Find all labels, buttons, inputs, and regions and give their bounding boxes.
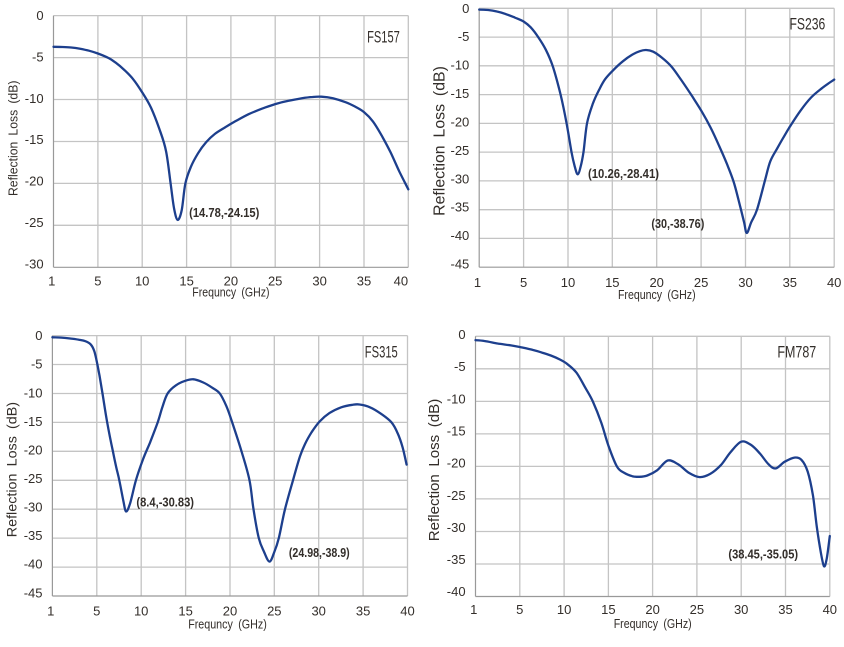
svg-text:-10: -10 [451,58,470,73]
svg-text:-25: -25 [447,488,466,503]
svg-text:-5: -5 [454,359,466,374]
svg-text:-10: -10 [24,385,43,400]
svg-text:-10: -10 [447,391,466,406]
svg-text:Reflection Loss (dB): Reflection Loss (dB) [3,402,19,537]
svg-text:(14.78,-24.15): (14.78,-24.15) [189,205,259,220]
svg-text:-25: -25 [25,215,44,230]
svg-text:40: 40 [827,275,841,290]
svg-text:-30: -30 [447,520,466,535]
svg-text:30: 30 [734,602,748,617]
svg-text:30: 30 [738,275,752,290]
svg-text:15: 15 [605,275,619,290]
svg-text:1: 1 [47,603,54,618]
svg-text:35: 35 [356,603,370,618]
svg-text:-10: -10 [25,91,44,106]
svg-text:-35: -35 [447,552,466,567]
svg-text:-20: -20 [447,456,466,471]
svg-text:30: 30 [312,273,326,288]
svg-text:0: 0 [36,8,43,23]
svg-text:-25: -25 [24,471,43,486]
svg-text:-20: -20 [25,174,44,189]
svg-text:10: 10 [135,273,149,288]
svg-text:(38.45,-35.05): (38.45,-35.05) [728,546,798,561]
svg-text:Frequncy (GHz): Frequncy (GHz) [618,288,696,302]
svg-text:15: 15 [179,273,193,288]
svg-text:40: 40 [823,602,837,617]
svg-text:FM787: FM787 [777,344,816,362]
svg-text:25: 25 [694,275,708,290]
svg-text:-40: -40 [447,584,466,599]
svg-text:-35: -35 [24,528,43,543]
svg-text:1: 1 [48,273,55,288]
svg-text:35: 35 [778,602,792,617]
svg-text:35: 35 [357,273,371,288]
svg-text:35: 35 [783,275,797,290]
svg-text:20: 20 [649,275,663,290]
svg-text:10: 10 [134,603,148,618]
svg-text:0: 0 [458,327,465,342]
svg-text:10: 10 [561,275,575,290]
svg-text:0: 0 [462,1,469,16]
svg-text:-15: -15 [24,414,43,429]
svg-text:-20: -20 [451,114,470,129]
svg-text:-20: -20 [24,442,43,457]
svg-text:25: 25 [267,603,281,618]
svg-text:40: 40 [400,603,414,618]
svg-text:15: 15 [601,602,615,617]
svg-text:-5: -5 [458,29,470,44]
svg-text:25: 25 [690,602,704,617]
svg-text:-30: -30 [25,256,44,271]
svg-text:5: 5 [520,275,527,290]
svg-text:1: 1 [470,602,477,617]
svg-text:15: 15 [178,603,192,618]
svg-text:5: 5 [94,273,101,288]
svg-text:Frequncy (GHz): Frequncy (GHz) [188,617,267,631]
svg-text:-30: -30 [24,500,43,515]
svg-text:Reflection Loss (dB): Reflection Loss (dB) [7,81,21,197]
svg-text:0: 0 [35,328,42,343]
svg-text:30: 30 [311,603,325,618]
svg-text:(10.26,-28.41): (10.26,-28.41) [588,166,659,181]
svg-text:20: 20 [645,602,659,617]
svg-text:-40: -40 [451,228,470,243]
svg-text:-45: -45 [451,257,470,272]
svg-text:FS157: FS157 [367,28,400,46]
svg-text:Reflection Loss (dB): Reflection Loss (dB) [427,399,443,542]
svg-text:(8.4,-30.83): (8.4,-30.83) [136,494,194,509]
svg-text:-15: -15 [447,423,466,438]
svg-text:40: 40 [394,273,408,288]
svg-text:FS315: FS315 [365,343,398,361]
svg-text:-15: -15 [451,86,470,101]
svg-text:Frequncy (GHz): Frequncy (GHz) [614,617,692,631]
svg-text:10: 10 [557,602,571,617]
svg-text:FS236: FS236 [790,15,826,33]
svg-text:-45: -45 [24,585,43,600]
svg-text:-15: -15 [25,132,44,147]
svg-text:(24.98,-38.9): (24.98,-38.9) [289,545,350,560]
svg-text:-35: -35 [451,200,470,215]
svg-text:-25: -25 [451,143,470,158]
svg-text:-30: -30 [451,171,470,186]
svg-text:-40: -40 [24,557,43,572]
svg-text:20: 20 [223,603,237,618]
svg-text:-5: -5 [32,50,44,65]
svg-text:Reflection Loss (dB): Reflection Loss (dB) [432,66,449,216]
svg-text:-5: -5 [31,357,43,372]
svg-text:5: 5 [516,602,523,617]
svg-text:5: 5 [93,603,100,618]
svg-text:Frequncy (GHz): Frequncy (GHz) [192,285,269,299]
svg-text:20: 20 [224,273,238,288]
svg-text:25: 25 [268,273,282,288]
svg-text:1: 1 [474,275,481,290]
svg-text:(30,-38.76): (30,-38.76) [651,216,704,231]
